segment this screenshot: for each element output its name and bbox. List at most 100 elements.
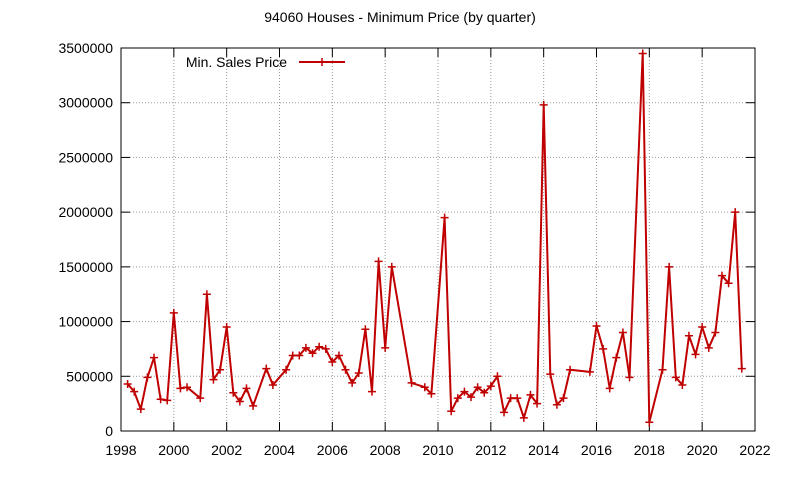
data-point bbox=[169, 308, 178, 317]
data-point bbox=[328, 358, 337, 367]
data-point bbox=[176, 384, 185, 393]
data-point bbox=[493, 372, 502, 381]
y-tick-label: 1000000 bbox=[58, 314, 113, 330]
data-point bbox=[354, 369, 363, 378]
data-point bbox=[222, 323, 231, 332]
axis-ticks: 0 500000 1000000 1500000 2000000 2500000 30000… bbox=[58, 40, 770, 458]
data-point bbox=[566, 365, 575, 374]
data-point bbox=[480, 388, 489, 397]
data-point bbox=[678, 381, 687, 390]
x-tick-label: 2008 bbox=[370, 442, 401, 458]
data-point bbox=[605, 384, 614, 393]
data-point bbox=[500, 408, 509, 417]
y-tick-label: 1500000 bbox=[58, 259, 113, 275]
x-tick-label: 2010 bbox=[422, 442, 453, 458]
data-point bbox=[341, 365, 350, 374]
data-point bbox=[268, 381, 277, 390]
data-point bbox=[486, 382, 495, 391]
data-point bbox=[407, 378, 416, 387]
plot-frame bbox=[120, 47, 756, 432]
data-point bbox=[612, 353, 621, 362]
data-point bbox=[136, 405, 145, 414]
y-tick-label: 2500000 bbox=[58, 149, 113, 165]
x-tick-label: 2020 bbox=[687, 442, 718, 458]
data-point bbox=[235, 397, 244, 406]
legend-marker bbox=[318, 58, 326, 66]
data-point bbox=[209, 375, 218, 384]
data-point bbox=[295, 351, 304, 360]
legend-label: Min. Sales Price bbox=[186, 54, 287, 70]
data-point bbox=[638, 49, 647, 58]
data-point bbox=[183, 383, 192, 392]
data-point bbox=[599, 344, 608, 353]
data-point bbox=[447, 407, 456, 416]
y-tick-label: 500000 bbox=[66, 368, 113, 384]
y-tick-label: 3000000 bbox=[58, 95, 113, 111]
data-point bbox=[156, 395, 165, 404]
data-point bbox=[737, 364, 746, 373]
y-tick-label: 0 bbox=[105, 423, 113, 439]
x-tick-label: 2018 bbox=[634, 442, 665, 458]
series-layer bbox=[123, 49, 746, 427]
data-point bbox=[671, 373, 680, 382]
data-point bbox=[202, 290, 211, 299]
data-point bbox=[427, 389, 436, 398]
data-point bbox=[592, 321, 601, 330]
x-tick-label: 2014 bbox=[528, 442, 559, 458]
legend: Min. Sales Price bbox=[186, 54, 345, 70]
x-tick-label: 2016 bbox=[581, 442, 612, 458]
data-point bbox=[143, 373, 152, 382]
data-point bbox=[315, 342, 324, 351]
data-point bbox=[361, 325, 370, 334]
y-tick-label: 3500000 bbox=[58, 40, 113, 56]
data-point bbox=[123, 379, 132, 388]
data-point bbox=[724, 279, 733, 288]
data-point bbox=[374, 257, 383, 266]
data-point bbox=[618, 328, 627, 337]
data-point bbox=[717, 271, 726, 280]
data-point bbox=[262, 364, 271, 373]
data-point bbox=[387, 262, 396, 271]
x-tick-label: 2012 bbox=[475, 442, 506, 458]
data-point bbox=[282, 365, 291, 374]
data-point bbox=[467, 393, 476, 402]
data-point bbox=[249, 401, 258, 410]
data-point bbox=[539, 100, 548, 109]
data-point bbox=[440, 213, 449, 222]
data-point bbox=[381, 343, 390, 352]
data-point bbox=[196, 394, 205, 403]
data-point bbox=[645, 418, 654, 427]
data-point bbox=[513, 394, 522, 403]
data-point bbox=[150, 353, 159, 362]
data-point bbox=[216, 365, 225, 374]
data-point bbox=[348, 378, 357, 387]
data-point bbox=[625, 373, 634, 382]
y-tick-label: 2000000 bbox=[58, 204, 113, 220]
data-point bbox=[519, 413, 528, 422]
data-point bbox=[473, 383, 482, 392]
data-point bbox=[585, 367, 594, 376]
data-point bbox=[301, 343, 310, 352]
data-point bbox=[308, 349, 317, 358]
data-point bbox=[526, 390, 535, 399]
x-tick-label: 2002 bbox=[211, 442, 242, 458]
chart-title: 94060 Houses - Minimum Price (by quarter… bbox=[264, 9, 536, 25]
x-tick-label: 2004 bbox=[264, 442, 295, 458]
data-point bbox=[130, 387, 139, 396]
data-point bbox=[665, 262, 674, 271]
data-point bbox=[684, 331, 693, 340]
data-point bbox=[704, 343, 713, 352]
data-point bbox=[420, 383, 429, 392]
data-point bbox=[546, 370, 555, 379]
data-point bbox=[460, 387, 469, 396]
data-point bbox=[367, 387, 376, 396]
data-point bbox=[691, 350, 700, 359]
grid-lines bbox=[121, 48, 755, 431]
data-point bbox=[559, 394, 568, 403]
data-point bbox=[731, 208, 740, 217]
data-point bbox=[552, 400, 561, 409]
data-point bbox=[698, 323, 707, 332]
data-point bbox=[229, 388, 238, 397]
data-point bbox=[242, 384, 251, 393]
